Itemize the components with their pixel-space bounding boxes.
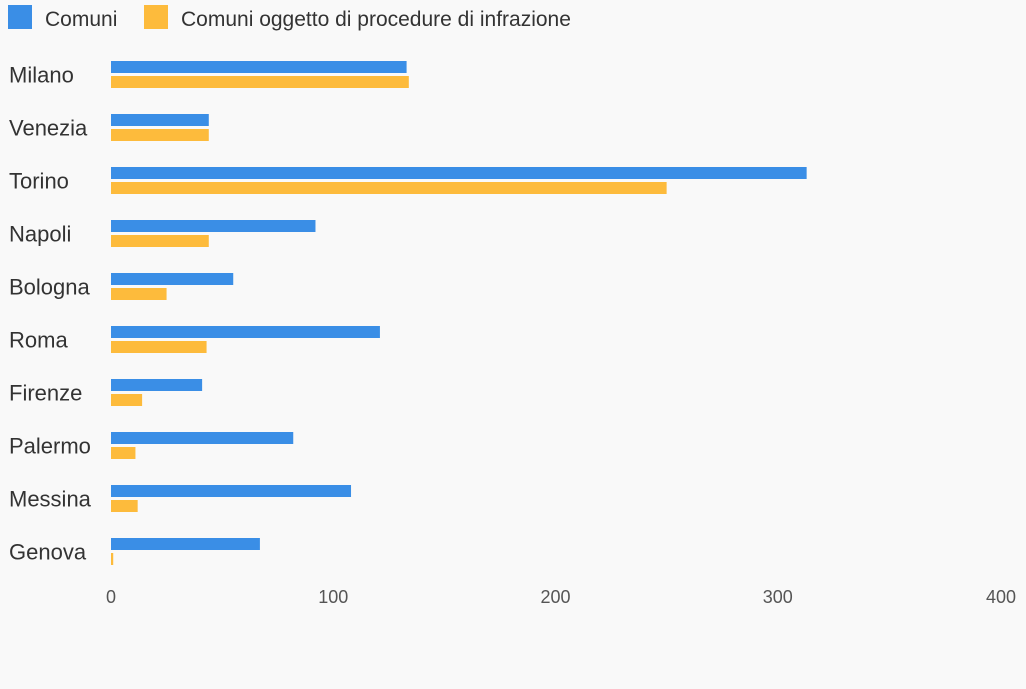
bar-venezia-procedure-infrazione (111, 129, 209, 141)
bar-roma-procedure-infrazione (111, 341, 207, 353)
bar-firenze-comuni (111, 379, 203, 391)
bar-torino-comuni (111, 167, 807, 179)
bar-torino-procedure-infrazione (111, 182, 667, 194)
bar-messina-comuni (111, 485, 352, 497)
bar-firenze-procedure-infrazione (111, 394, 143, 406)
category-label-torino: Torino (9, 169, 69, 194)
bar-milano-comuni (111, 61, 407, 73)
x-tick-label-400: 400 (986, 587, 1016, 607)
legend-swatch-comuni (8, 5, 32, 29)
bar-genova-procedure-infrazione (111, 553, 114, 565)
x-tick-label-0: 0 (106, 587, 116, 607)
bar-roma-comuni (111, 326, 380, 338)
legend-label-comuni: Comuni (45, 8, 117, 31)
bar-bologna-procedure-infrazione (111, 288, 167, 300)
bar-genova-comuni (111, 538, 260, 550)
category-label-firenze: Firenze (9, 381, 82, 406)
bar-messina-procedure-infrazione (111, 500, 138, 512)
category-label-bologna: Bologna (9, 275, 91, 300)
x-axis: 0 100 200 300 400 (106, 587, 1016, 607)
category-label-venezia: Venezia (9, 116, 88, 141)
bar-napoli-comuni (111, 220, 316, 232)
bar-napoli-procedure-infrazione (111, 235, 209, 247)
category-label-messina: Messina (9, 487, 92, 512)
category-label-roma: Roma (9, 328, 68, 353)
bar-venezia-comuni (111, 114, 209, 126)
bar-bologna-comuni (111, 273, 234, 285)
legend-label-procedure-infrazione: Comuni oggetto di procedure di infrazion… (181, 8, 571, 31)
bar-palermo-comuni (111, 432, 294, 444)
bar-milano-procedure-infrazione (111, 76, 409, 88)
x-tick-label-200: 200 (540, 587, 570, 607)
plot-area: Milano Venezia Torino Napoli Bologna Roma Fire… (9, 61, 807, 565)
bar-palermo-procedure-infrazione (111, 447, 136, 459)
category-label-milano: Milano (9, 63, 74, 88)
category-label-napoli: Napoli (9, 222, 71, 247)
category-label-palermo: Palermo (9, 434, 91, 459)
legend: Comuni Comuni oggetto di procedure di in… (8, 5, 571, 31)
x-tick-label-300: 300 (763, 587, 793, 607)
legend-swatch-procedure-infrazione (144, 5, 168, 29)
x-tick-label-100: 100 (318, 587, 348, 607)
category-label-genova: Genova (9, 540, 87, 565)
